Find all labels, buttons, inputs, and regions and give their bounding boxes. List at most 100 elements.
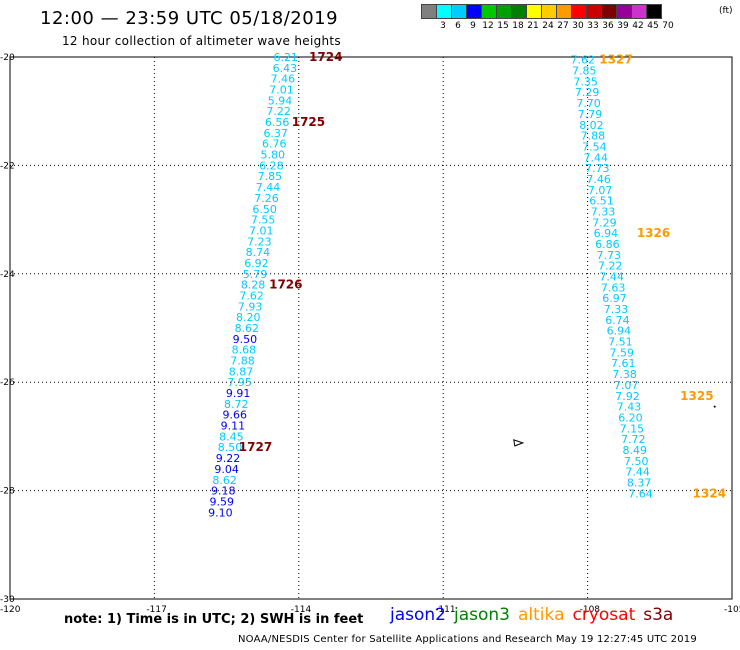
- wave-height-label: 7.88: [230, 355, 255, 368]
- wave-height-label: 8.02: [579, 119, 604, 132]
- legend-label: 27: [557, 21, 569, 31]
- wave-height-label: 7.62: [571, 54, 596, 67]
- satellite-key-jason2: jason2: [390, 605, 446, 625]
- legend-label: 36: [602, 21, 614, 31]
- map-tick-labels: -120 -117 -114 -111 -108 -105 -20 -22 -24 -26 -28 -…: [0, 53, 740, 615]
- satellite-key-altika: altika: [518, 605, 565, 625]
- wave-height-label: 6.20: [618, 411, 643, 424]
- legend-label: 12: [482, 21, 494, 31]
- legend-label: 24: [542, 21, 554, 31]
- lon-tick-label: -117: [146, 605, 166, 615]
- wave-height-label: 7.01: [269, 84, 294, 97]
- wave-height-label: 7.22: [598, 260, 623, 273]
- lat-tick-label: -26: [0, 378, 15, 388]
- wave-height-label: 9.04: [214, 463, 239, 476]
- wave-height-label: 7.85: [572, 65, 597, 78]
- legend-label: 9: [470, 21, 476, 31]
- lon-tick-label: -105: [724, 605, 740, 615]
- wave-height-label: 5.79: [243, 268, 268, 281]
- wave-height-label: 7.93: [238, 300, 263, 313]
- page-title: 12:00 — 23:59 UTC 05/18/2019: [40, 8, 339, 29]
- lat-tick-label: -22: [0, 161, 15, 171]
- wave-height-label: 6.92: [244, 257, 269, 270]
- wave-height-label: 7.33: [591, 205, 616, 218]
- wave-height-label: 8.50: [218, 441, 243, 454]
- track-s3a: 6.216.437.467.015.947.226.566.376.765.80…: [208, 50, 342, 519]
- wave-height-label: 7.44: [256, 181, 281, 194]
- wave-height-label: 7.44: [625, 466, 650, 479]
- track-altika: 7.627.857.357.297.707.798.027.887.547.44…: [571, 53, 727, 501]
- wave-height-label: 5.94: [268, 94, 293, 107]
- lon-tick-label: -114: [291, 605, 312, 615]
- wave-height-label: 7.26: [254, 192, 279, 205]
- wave-height-label: 6.86: [595, 238, 620, 251]
- legend-label: 33: [587, 21, 599, 31]
- page-subtitle: 12 hour collection of altimeter wave hei…: [62, 34, 341, 48]
- altimeter-tracks: 6.216.437.467.015.947.226.566.376.765.80…: [208, 50, 726, 519]
- wave-height-label: 8.62: [212, 474, 237, 487]
- wave-height-label: 6.21: [274, 51, 299, 64]
- footer-credit: NOAA/NESDIS Center for Satellite Applica…: [238, 634, 697, 645]
- wave-height-label: 7.07: [588, 184, 613, 197]
- wave-height-label: 7.46: [271, 73, 296, 86]
- wave-height-label: 7.55: [251, 214, 276, 227]
- wave-height-label: 8.45: [219, 430, 244, 443]
- wave-height-label: 7.44: [599, 271, 624, 284]
- pass-time-label: 1727: [239, 440, 272, 454]
- wave-height-label: 8.74: [246, 246, 271, 259]
- pass-time-label: 1326: [637, 226, 670, 240]
- legend-swatch: [646, 4, 662, 19]
- lon-tick-label: -108: [580, 605, 601, 615]
- wave-height-label: 7.79: [578, 108, 603, 121]
- wave-height-label: 7.85: [258, 170, 283, 183]
- pass-time-label: 1726: [269, 278, 302, 292]
- wave-height-label: 7.22: [266, 105, 291, 118]
- pass-time-label: 1325: [680, 389, 713, 403]
- legend-swatches: [421, 4, 662, 19]
- wave-height-label: 6.43: [273, 62, 298, 75]
- wave-height-label: 9.59: [210, 495, 235, 508]
- legend-label: 18: [512, 21, 524, 31]
- wave-height-label: 9.11: [221, 420, 246, 433]
- island-outline: [513, 439, 525, 447]
- satellite-key-s3a: s3a: [643, 605, 674, 625]
- lat-tick-label: -30: [0, 595, 15, 605]
- footer-note: note: 1) Time is in UTC; 2) SWH is in fe…: [64, 612, 364, 627]
- wave-height-label: 6.56: [265, 116, 290, 129]
- wave-height-label: 7.23: [247, 235, 272, 248]
- wave-height-label: 9.18: [211, 485, 236, 498]
- map-frame: [9, 56, 733, 600]
- wave-height-label: 6.97: [602, 292, 627, 305]
- wave-height-label: 7.73: [585, 162, 610, 175]
- wave-height-label: 7.50: [624, 455, 649, 468]
- wave-height-label: 7.35: [573, 75, 598, 88]
- wave-height-label: 7.73: [597, 249, 622, 262]
- wave-height-label: 8.20: [236, 311, 261, 324]
- satellite-key-cryosat: cryosat: [572, 605, 636, 625]
- wave-height-label: 7.43: [617, 401, 642, 414]
- wave-height-label: 7.51: [608, 336, 633, 349]
- wave-height-label: 6.94: [594, 227, 619, 240]
- wave-height-label: 6.37: [263, 127, 288, 140]
- pass-time-label: 1327: [599, 53, 632, 67]
- wave-height-label: 9.50: [233, 333, 258, 346]
- wave-height-label: 7.70: [576, 97, 601, 110]
- map-grid: [9, 56, 733, 600]
- legend-label: 21: [527, 21, 539, 31]
- wave-height-label: 9.10: [208, 506, 233, 519]
- lon-tick-label: -120: [0, 605, 21, 615]
- satellite-key: jason2 jason3 altika cryosat s3a: [390, 605, 681, 625]
- wave-height-label: 8.72: [224, 398, 249, 411]
- wave-height-label: 9.91: [226, 387, 251, 400]
- legend-label: 39: [617, 21, 629, 31]
- legend-label: 6: [455, 21, 461, 31]
- pass-time-label: 1725: [292, 115, 325, 129]
- wave-height-label: 8.62: [235, 322, 260, 335]
- wave-height-label: 7.59: [610, 346, 635, 359]
- wave-height-label: 7.44: [584, 151, 609, 164]
- wave-height-label: 5.80: [261, 149, 286, 162]
- wave-height-label: 7.88: [581, 130, 606, 143]
- wave-height-label: 7.64: [628, 487, 653, 500]
- wave-height-label: 7.46: [586, 173, 611, 186]
